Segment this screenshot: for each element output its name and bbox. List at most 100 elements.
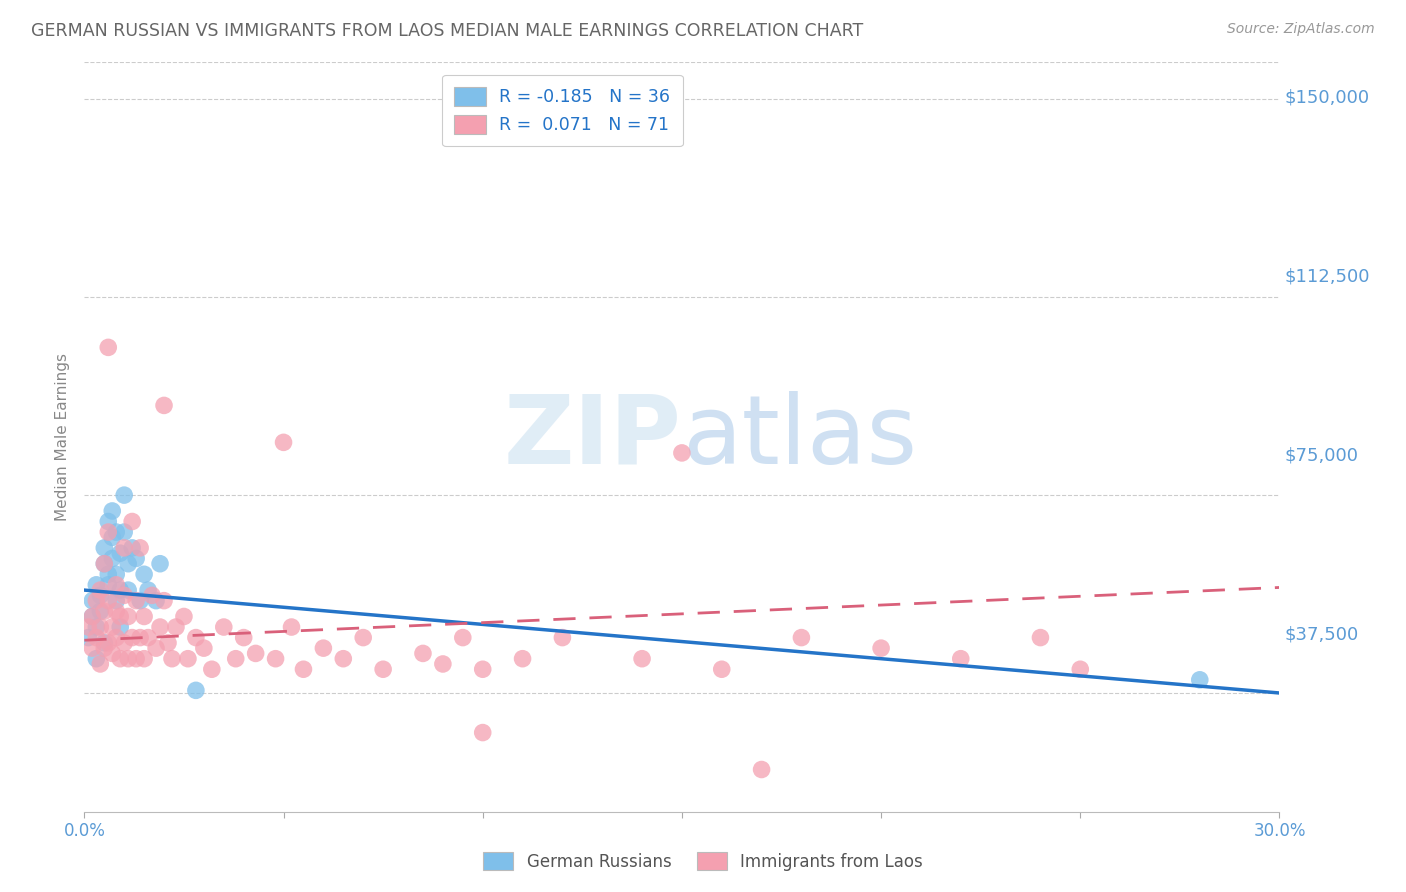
Text: ZIP: ZIP bbox=[503, 391, 682, 483]
Point bbox=[125, 551, 148, 566]
Point bbox=[132, 609, 156, 624]
Point bbox=[89, 657, 111, 671]
Point bbox=[412, 647, 434, 661]
Point bbox=[89, 604, 111, 618]
Point bbox=[132, 567, 156, 582]
Point bbox=[110, 609, 132, 624]
Point bbox=[93, 541, 115, 555]
Point bbox=[117, 651, 139, 665]
Point bbox=[86, 593, 108, 607]
Point bbox=[471, 725, 494, 739]
Point bbox=[82, 609, 104, 624]
Point bbox=[352, 631, 374, 645]
Point bbox=[160, 651, 183, 665]
Point bbox=[1188, 673, 1211, 687]
Point bbox=[193, 641, 215, 656]
Text: 30.0%: 30.0% bbox=[1253, 822, 1306, 840]
Point bbox=[93, 636, 115, 650]
Point bbox=[245, 647, 267, 661]
Point bbox=[312, 641, 335, 656]
Point bbox=[86, 651, 108, 665]
Text: atlas: atlas bbox=[682, 391, 917, 483]
Text: Source: ZipAtlas.com: Source: ZipAtlas.com bbox=[1227, 22, 1375, 37]
Point bbox=[97, 593, 120, 607]
Point bbox=[280, 620, 302, 634]
Point bbox=[153, 399, 176, 413]
Point bbox=[551, 631, 574, 645]
Point bbox=[112, 524, 135, 539]
Point bbox=[105, 604, 128, 618]
Point bbox=[101, 530, 124, 544]
Point bbox=[710, 662, 733, 676]
Point bbox=[145, 641, 167, 656]
Point bbox=[93, 557, 115, 571]
Point bbox=[82, 593, 104, 607]
Point bbox=[129, 593, 152, 607]
Point bbox=[136, 583, 159, 598]
Point bbox=[101, 551, 124, 566]
Point bbox=[790, 631, 813, 645]
Point bbox=[82, 609, 104, 624]
Point bbox=[212, 620, 235, 634]
Point bbox=[165, 620, 187, 634]
Point bbox=[77, 620, 100, 634]
Y-axis label: Median Male Earnings: Median Male Earnings bbox=[55, 353, 70, 521]
Point bbox=[101, 620, 124, 634]
Point bbox=[101, 504, 124, 518]
Point bbox=[117, 557, 139, 571]
Point bbox=[125, 593, 148, 607]
Point bbox=[101, 647, 124, 661]
Point bbox=[121, 515, 143, 529]
Legend: German Russians, Immigrants from Laos: German Russians, Immigrants from Laos bbox=[475, 844, 931, 880]
Point bbox=[184, 631, 207, 645]
Point bbox=[157, 636, 180, 650]
Point bbox=[153, 593, 176, 607]
Point bbox=[136, 631, 159, 645]
Point bbox=[149, 620, 172, 634]
Point bbox=[112, 488, 135, 502]
Point bbox=[97, 524, 120, 539]
Point bbox=[105, 593, 128, 607]
Point bbox=[117, 583, 139, 598]
Point bbox=[121, 541, 143, 555]
Point bbox=[93, 557, 115, 571]
Point bbox=[1029, 631, 1052, 645]
Point bbox=[97, 515, 120, 529]
Point bbox=[110, 583, 132, 598]
Point bbox=[86, 631, 108, 645]
Point bbox=[97, 578, 120, 592]
Point bbox=[105, 567, 128, 582]
Point bbox=[451, 631, 474, 645]
Point bbox=[110, 651, 132, 665]
Point bbox=[97, 567, 120, 582]
Point bbox=[149, 557, 172, 571]
Point bbox=[125, 651, 148, 665]
Legend: R = -0.185   N = 36, R =  0.071   N = 71: R = -0.185 N = 36, R = 0.071 N = 71 bbox=[441, 75, 683, 146]
Point bbox=[117, 609, 139, 624]
Point bbox=[225, 651, 247, 665]
Point bbox=[112, 541, 135, 555]
Point bbox=[89, 588, 111, 602]
Point bbox=[870, 641, 893, 656]
Point bbox=[1069, 662, 1091, 676]
Point bbox=[232, 631, 254, 645]
Point bbox=[373, 662, 395, 676]
Point bbox=[97, 636, 120, 650]
Text: 0.0%: 0.0% bbox=[63, 822, 105, 840]
Point bbox=[471, 662, 494, 676]
Point bbox=[89, 620, 111, 634]
Point bbox=[105, 631, 128, 645]
Point bbox=[86, 620, 108, 634]
Point bbox=[145, 593, 167, 607]
Point bbox=[141, 588, 163, 602]
Point bbox=[112, 588, 135, 602]
Point bbox=[264, 651, 287, 665]
Point bbox=[432, 657, 454, 671]
Point bbox=[77, 631, 100, 645]
Point bbox=[86, 578, 108, 592]
Point bbox=[173, 609, 195, 624]
Point bbox=[110, 546, 132, 560]
Text: GERMAN RUSSIAN VS IMMIGRANTS FROM LAOS MEDIAN MALE EARNINGS CORRELATION CHART: GERMAN RUSSIAN VS IMMIGRANTS FROM LAOS M… bbox=[31, 22, 863, 40]
Point bbox=[184, 683, 207, 698]
Point bbox=[132, 651, 156, 665]
